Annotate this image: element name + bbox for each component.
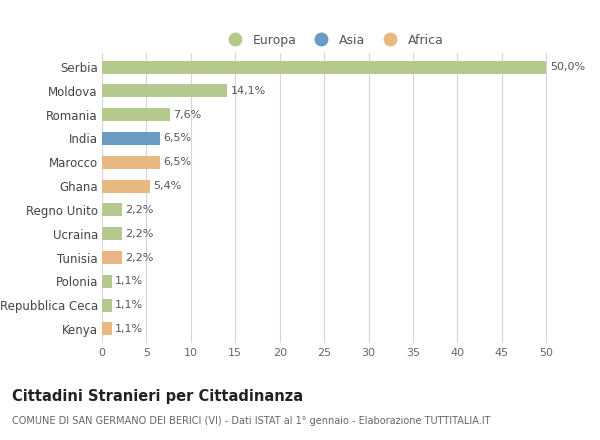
Bar xyxy=(102,203,122,216)
Text: 2,2%: 2,2% xyxy=(125,253,154,263)
Bar xyxy=(102,156,160,169)
Legend: Europa, Asia, Africa: Europa, Asia, Africa xyxy=(219,30,447,51)
Bar xyxy=(102,251,122,264)
Text: 1,1%: 1,1% xyxy=(115,276,143,286)
Bar xyxy=(102,84,227,97)
Text: 2,2%: 2,2% xyxy=(125,205,154,215)
Text: 1,1%: 1,1% xyxy=(115,300,143,310)
Text: 6,5%: 6,5% xyxy=(163,133,191,143)
Text: 5,4%: 5,4% xyxy=(154,181,182,191)
Text: Cittadini Stranieri per Cittadinanza: Cittadini Stranieri per Cittadinanza xyxy=(12,389,303,404)
Bar xyxy=(102,299,112,312)
Text: 6,5%: 6,5% xyxy=(163,157,191,167)
Bar xyxy=(102,275,112,288)
Bar xyxy=(102,180,150,193)
Text: 14,1%: 14,1% xyxy=(231,86,266,96)
Text: 50,0%: 50,0% xyxy=(550,62,585,72)
Bar xyxy=(102,227,122,240)
Bar xyxy=(102,108,170,121)
Bar xyxy=(102,61,546,73)
Text: 7,6%: 7,6% xyxy=(173,110,202,120)
Text: 2,2%: 2,2% xyxy=(125,229,154,239)
Bar xyxy=(102,132,160,145)
Bar xyxy=(102,323,112,335)
Text: COMUNE DI SAN GERMANO DEI BERICI (VI) - Dati ISTAT al 1° gennaio - Elaborazione : COMUNE DI SAN GERMANO DEI BERICI (VI) - … xyxy=(12,416,491,426)
Text: 1,1%: 1,1% xyxy=(115,324,143,334)
